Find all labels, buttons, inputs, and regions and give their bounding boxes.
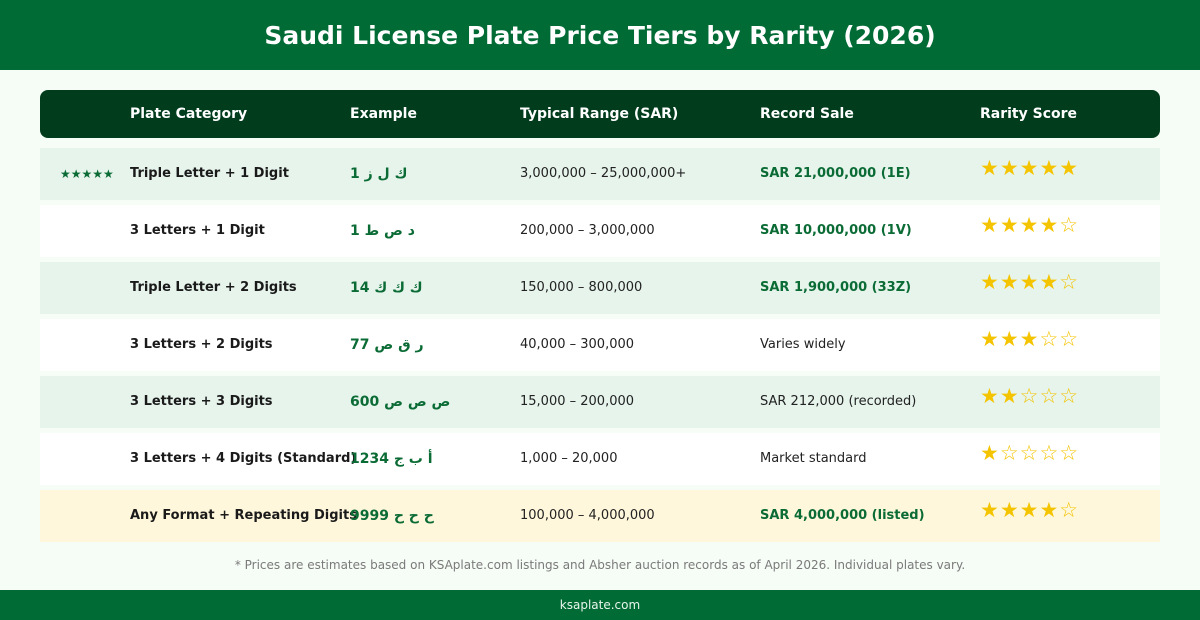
column-header-rarity: Rarity Score (980, 90, 1077, 138)
plate-example-text: ك ك ك 14 (350, 262, 423, 314)
plate-category: 3 Letters + 4 Digits (Standard) (130, 433, 356, 485)
plate-example-text: أ ب ج 1234 (350, 433, 433, 485)
column-header-record: Record Sale (760, 90, 854, 138)
table-header: Plate Category Example Typical Range (SA… (40, 90, 1160, 138)
rarity-stars: ★★☆☆☆ (980, 370, 1079, 422)
plate-category: 3 Letters + 3 Digits (130, 376, 273, 428)
rarity-stars: ★★★★☆ (980, 199, 1079, 251)
plate-example: ص ص ص 600 (350, 376, 450, 428)
plate-category: 3 Letters + 2 Digits (130, 319, 273, 371)
rarity-stars: ★★★★☆ (980, 484, 1079, 536)
record-sale: SAR 4,000,000 (listed) (760, 490, 925, 542)
record-sale: SAR 21,000,000 (1E) (760, 148, 911, 200)
plate-category: Any Format + Repeating Digits (130, 490, 357, 542)
table-row: 3 Letters + 1 Digit د ص ط 1 200,000 – 3,… (40, 205, 1160, 257)
plate-example-text: ص ص ص 600 (350, 376, 450, 428)
column-header-example: Example (350, 90, 417, 138)
price-range: 40,000 – 300,000 (520, 319, 634, 371)
plate-example: ك ل ز 1 (350, 148, 407, 200)
rarity-stars: ★☆☆☆☆ (980, 427, 1079, 479)
page-footer: ksaplate.com (0, 590, 1200, 620)
price-range: 15,000 – 200,000 (520, 376, 634, 428)
table-row: 3 Letters + 4 Digits (Standard) أ ب ج 12… (40, 433, 1160, 485)
record-sale: SAR 10,000,000 (1V) (760, 205, 912, 257)
plate-category: 3 Letters + 1 Digit (130, 205, 265, 257)
record-sale: SAR 212,000 (recorded) (760, 376, 916, 428)
price-range: 100,000 – 4,000,000 (520, 490, 655, 542)
rarity-stars: ★★★★★ (980, 142, 1079, 194)
plate-example: ر ق ص 77 (350, 319, 424, 371)
price-range: 3,000,000 – 25,000,000+ (520, 148, 686, 200)
table-row: Triple Letter + 2 Digits ك ك ك 14 150,00… (40, 262, 1160, 314)
plate-example-text: ك ل ز 1 (350, 148, 407, 200)
footnote: * Prices are estimates based on KSAplate… (0, 558, 1200, 572)
plate-example: ك ك ك 14 (350, 262, 423, 314)
page-header: Saudi License Plate Price Tiers by Rarit… (0, 0, 1200, 70)
column-header-range: Typical Range (SAR) (520, 90, 678, 138)
rarity-stars: ★★★☆☆ (980, 313, 1079, 365)
record-sale: SAR 1,900,000 (33Z) (760, 262, 911, 314)
top-tier-badge: ★★★★★ (60, 148, 114, 200)
plate-example: د ص ط 1 (350, 205, 415, 257)
price-range: 1,000 – 20,000 (520, 433, 617, 485)
rarity-stars: ★★★★☆ (980, 256, 1079, 308)
plate-example: أ ب ج 1234 (350, 433, 433, 485)
plate-category: Triple Letter + 2 Digits (130, 262, 297, 314)
table-row: 3 Letters + 3 Digits ص ص ص 600 15,000 – … (40, 376, 1160, 428)
plate-example-text: د ص ط 1 (350, 205, 415, 257)
plate-example-text: ح ح ح 9999 (350, 490, 434, 542)
record-sale: Varies widely (760, 319, 846, 371)
page-title: Saudi License Plate Price Tiers by Rarit… (264, 21, 935, 50)
table-row: ★★★★★ Triple Letter + 1 Digit ك ل ز 1 3,… (40, 148, 1160, 200)
footer-site-link[interactable]: ksaplate.com (560, 598, 640, 612)
price-range: 200,000 – 3,000,000 (520, 205, 655, 257)
plate-example-text: ر ق ص 77 (350, 319, 424, 371)
table-row: 3 Letters + 2 Digits ر ق ص 77 40,000 – 3… (40, 319, 1160, 371)
record-sale: Market standard (760, 433, 866, 485)
table-row: Any Format + Repeating Digits ح ح ح 9999… (40, 490, 1160, 542)
plate-category: Triple Letter + 1 Digit (130, 148, 289, 200)
plate-example: ح ح ح 9999 (350, 490, 434, 542)
column-header-category: Plate Category (130, 90, 247, 138)
price-range: 150,000 – 800,000 (520, 262, 642, 314)
